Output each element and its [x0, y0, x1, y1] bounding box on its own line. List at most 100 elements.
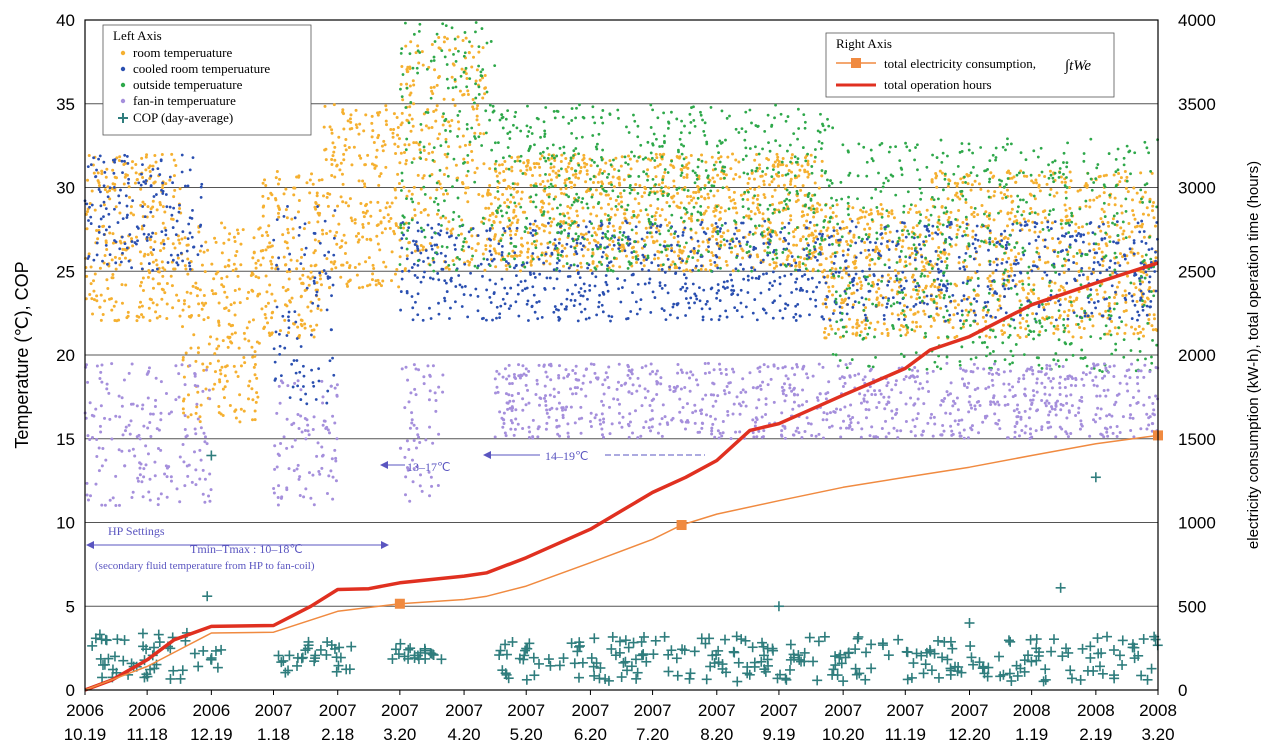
room-temp-point — [261, 214, 265, 218]
cooled-temp-point — [922, 301, 926, 305]
cooled-temp-point — [1132, 239, 1136, 242]
room-temp-point — [120, 283, 124, 287]
room-temp-point — [451, 98, 455, 102]
outside-temp-point — [546, 146, 549, 150]
room-temp-point — [855, 331, 859, 335]
cooled-temp-point — [287, 315, 290, 319]
outside-temp-point — [445, 245, 449, 249]
room-temp-point — [122, 162, 126, 166]
room-temp-point — [135, 177, 139, 181]
room-temp-point — [638, 184, 642, 188]
room-temp-point — [912, 288, 916, 292]
room-temp-point — [233, 313, 237, 317]
room-temp-point — [716, 189, 720, 193]
cooled-temp-point — [768, 233, 772, 236]
outside-temp-point — [429, 59, 433, 63]
outside-temp-point — [767, 141, 770, 145]
outside-temp-point — [417, 30, 421, 33]
room-temp-point — [824, 305, 828, 309]
room-temp-point — [575, 243, 579, 247]
room-temp-point — [349, 216, 353, 220]
room-temp-point — [257, 227, 261, 231]
room-temp-point — [1019, 257, 1023, 261]
cooled-temp-point — [169, 253, 173, 257]
room-temp-point — [1060, 219, 1064, 223]
outside-temp-point — [468, 140, 472, 144]
cooled-temp-point — [120, 159, 124, 163]
room-temp-point — [847, 284, 851, 288]
room-temp-point — [654, 211, 658, 215]
room-temp-point — [1130, 230, 1134, 234]
room-temp-point — [851, 206, 855, 210]
cooled-temp-point — [1089, 288, 1093, 292]
room-temp-point — [609, 197, 613, 201]
cooled-temp-point — [439, 251, 443, 255]
outside-temp-point — [411, 200, 415, 204]
cooled-temp-point — [881, 296, 885, 300]
room-temp-point — [1032, 283, 1036, 287]
cooled-temp-point — [639, 298, 643, 302]
room-temp-point — [234, 254, 238, 258]
room-temp-point — [831, 293, 835, 297]
room-temp-point — [1004, 283, 1008, 287]
room-temp-point — [120, 301, 124, 305]
cooled-temp-point — [275, 263, 278, 267]
outside-temp-point — [784, 119, 788, 123]
room-temp-point — [771, 202, 775, 206]
outside-temp-point — [691, 169, 695, 173]
room-temp-point — [1028, 228, 1032, 232]
cooled-temp-point — [705, 300, 709, 303]
room-temp-point — [108, 231, 112, 235]
outside-temp-point — [452, 157, 456, 161]
room-temp-point — [352, 145, 356, 149]
outside-temp-point — [661, 263, 665, 267]
room-temp-point — [1102, 191, 1106, 195]
outside-temp-point — [700, 159, 704, 163]
outside-temp-point — [703, 134, 707, 137]
room-temp-point — [303, 326, 307, 330]
room-temp-point — [151, 214, 155, 218]
cooled-temp-point — [181, 230, 185, 234]
room-temp-point — [345, 282, 349, 286]
cooled-temp-point — [444, 254, 447, 258]
cooled-temp-point — [575, 252, 579, 256]
room-temp-point — [270, 316, 274, 320]
room-temp-point — [355, 126, 359, 130]
room-temp-point — [540, 223, 544, 227]
room-temp-point — [946, 197, 950, 201]
cooled-temp-point — [920, 255, 924, 259]
outside-temp-point — [567, 234, 570, 238]
room-temp-point — [344, 148, 348, 152]
room-temp-point — [538, 165, 542, 169]
room-temp-point — [289, 258, 293, 262]
room-temp-point — [238, 301, 242, 305]
room-temp-point — [517, 202, 521, 206]
room-temp-point — [226, 335, 230, 339]
room-temp-point — [359, 202, 363, 206]
room-temp-point — [929, 324, 933, 328]
room-temp-point — [789, 182, 793, 186]
room-temp-point — [1075, 296, 1079, 300]
room-temp-point — [540, 251, 544, 255]
room-temp-point — [711, 230, 715, 234]
cooled-temp-point — [629, 310, 633, 313]
room-temp-point — [384, 206, 388, 210]
room-temp-point — [456, 120, 460, 124]
room-temp-point — [787, 168, 791, 172]
cooled-temp-point — [646, 231, 649, 235]
outside-temp-point — [400, 179, 404, 183]
room-temp-point — [163, 226, 167, 230]
cooled-temp-point — [1148, 305, 1152, 309]
room-temp-point — [812, 236, 816, 240]
room-temp-point — [901, 239, 905, 243]
cooled-temp-point — [121, 251, 124, 255]
room-temp-point — [953, 299, 957, 303]
room-temp-point — [270, 292, 274, 296]
outside-temp-point — [473, 101, 476, 105]
cooled-temp-point — [1082, 240, 1085, 244]
room-temp-point — [747, 232, 751, 236]
room-temp-point — [447, 120, 451, 124]
room-temp-point — [494, 169, 498, 173]
cooled-temp-point — [566, 288, 569, 292]
cooled-temp-point — [176, 253, 180, 257]
